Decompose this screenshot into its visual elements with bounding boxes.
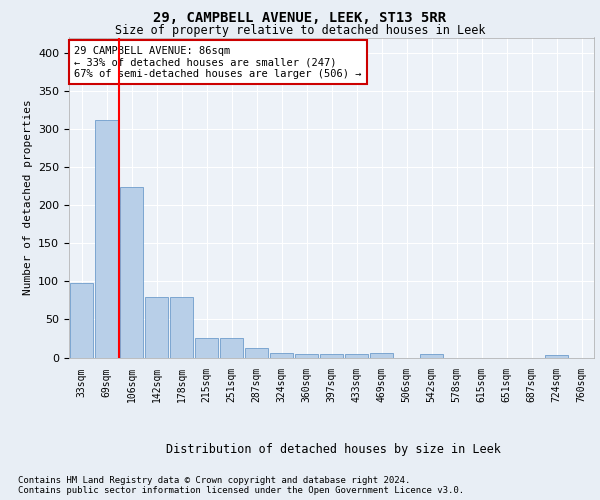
Bar (370, 353, 394, 358)
Text: Size of property relative to detached houses in Leek: Size of property relative to detached ho… (115, 24, 485, 37)
Bar (295, 354, 319, 358)
Text: Distribution of detached houses by size in Leek: Distribution of detached houses by size … (166, 442, 500, 456)
Bar (269, 353, 293, 358)
Text: 29, CAMPBELL AVENUE, LEEK, ST13 5RR: 29, CAMPBELL AVENUE, LEEK, ST13 5RR (154, 11, 446, 25)
Y-axis label: Number of detached properties: Number of detached properties (23, 100, 32, 296)
Bar (320, 354, 343, 358)
Bar (119, 187, 143, 358)
Bar (220, 338, 244, 357)
Bar (245, 348, 268, 358)
Text: 29 CAMPBELL AVENUE: 86sqm
← 33% of detached houses are smaller (247)
67% of semi: 29 CAMPBELL AVENUE: 86sqm ← 33% of detac… (74, 46, 362, 78)
Bar (545, 355, 568, 358)
Bar (419, 354, 443, 358)
Bar (194, 338, 218, 357)
Bar (70, 283, 94, 358)
Bar (145, 296, 169, 358)
Text: Contains public sector information licensed under the Open Government Licence v3: Contains public sector information licen… (18, 486, 464, 495)
Bar (170, 296, 193, 358)
Bar (95, 120, 118, 358)
Bar (344, 354, 368, 358)
Text: Contains HM Land Registry data © Crown copyright and database right 2024.: Contains HM Land Registry data © Crown c… (18, 476, 410, 485)
